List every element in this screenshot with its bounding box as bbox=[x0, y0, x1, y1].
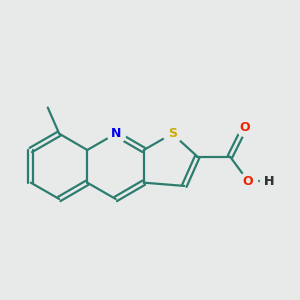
Text: O: O bbox=[243, 175, 253, 188]
Text: H: H bbox=[264, 175, 274, 188]
Text: N: N bbox=[110, 127, 121, 140]
Text: H: H bbox=[264, 175, 274, 188]
Text: S: S bbox=[168, 127, 177, 140]
Text: O: O bbox=[239, 121, 250, 134]
